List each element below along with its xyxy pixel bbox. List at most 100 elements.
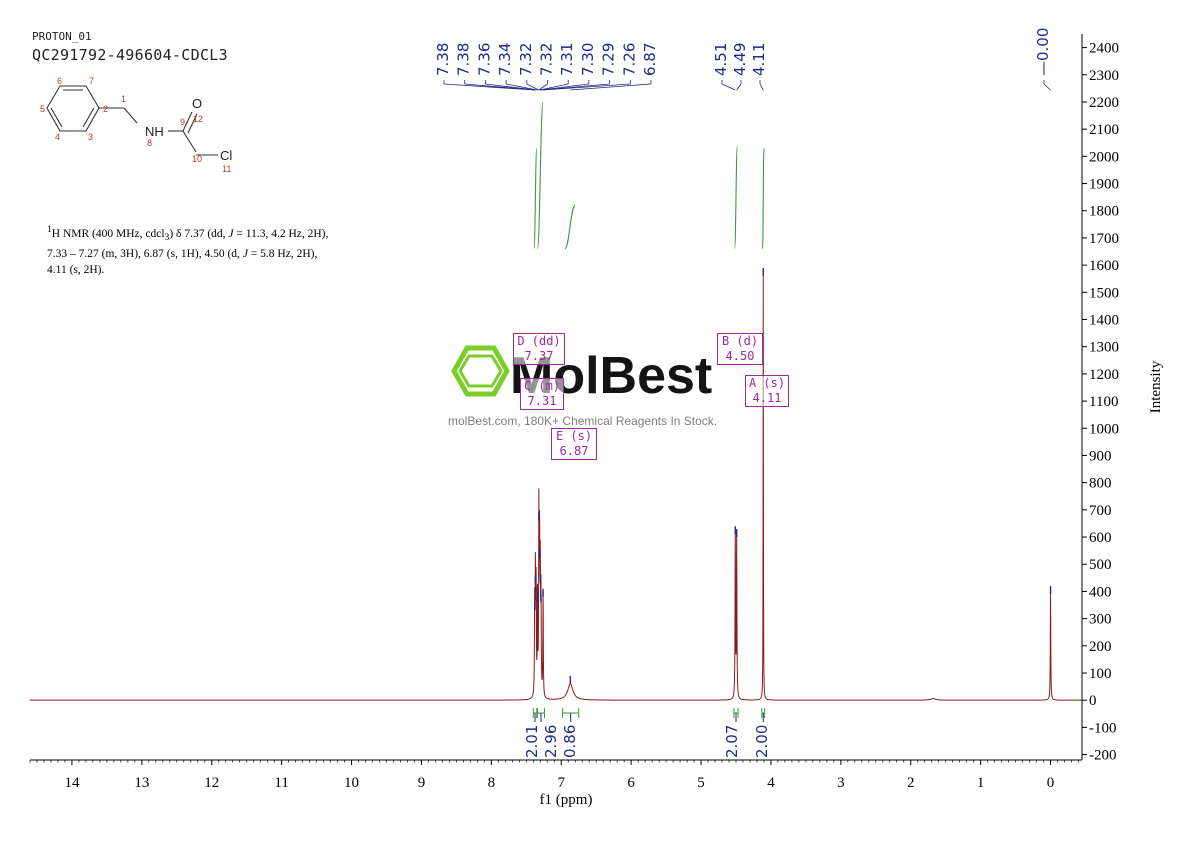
molecule-structure: 1 2 3 4 5 6 7 8 9 10 11 12 NH O Cl <box>40 76 232 174</box>
peak-label-leader <box>759 83 764 91</box>
integral-curve <box>536 101 544 250</box>
bond-c1-n8 <box>123 107 138 124</box>
y-tick-label: 1200 <box>1089 367 1119 383</box>
multiplet-box-a: A (s) 4.11 <box>745 375 789 407</box>
x-tick-label: 14 <box>64 775 80 791</box>
peak-label: 7.34 <box>496 43 514 76</box>
y-tick-label: 700 <box>1089 503 1112 519</box>
peak-label: 7.32 <box>517 43 535 76</box>
multiplet-value: 7.31 <box>527 394 557 408</box>
logo-ring-icon <box>458 354 503 388</box>
peak-label-leader <box>736 83 742 91</box>
integral-value: 0.86 <box>561 725 579 758</box>
integral-value: 2.00 <box>753 725 771 758</box>
nmr-j1: J <box>228 227 234 240</box>
peak-label: 7.36 <box>475 43 493 76</box>
multiplet-label: E (s) <box>555 429 593 443</box>
atom-nh: NH <box>145 124 164 139</box>
y-tick-label: 900 <box>1089 448 1112 464</box>
peak-label-leader <box>485 83 537 91</box>
nmr-line1-a: H NMR (400 MHz, cdcl <box>51 227 165 240</box>
y-tick-label: 1600 <box>1089 258 1119 274</box>
peak-label-leader <box>526 83 540 91</box>
y-tick-label: 1400 <box>1089 313 1119 329</box>
y-tick-label: 800 <box>1089 476 1112 492</box>
x-tick-label: 3 <box>837 775 845 791</box>
atom-cl: Cl <box>220 148 232 163</box>
multiplet-value: 4.50 <box>725 349 755 363</box>
atom-number-1: 1 <box>121 94 126 104</box>
integral-curve <box>533 147 538 250</box>
multiplet-box-d: D (dd) 7.37 <box>513 333 565 365</box>
multiplet-label: C (m) <box>523 379 561 393</box>
y-tick-label: 2100 <box>1089 122 1119 138</box>
x-tick-label: 10 <box>344 775 359 791</box>
peak-label-leader <box>1043 83 1051 91</box>
x-tick-label: 11 <box>274 775 288 791</box>
atom-number-9: 9 <box>180 117 185 127</box>
nmr-line3: 4.11 (s, 2H). <box>47 264 105 277</box>
logo-hexagon-icon <box>451 345 510 397</box>
y-tick-label: 2000 <box>1089 149 1119 165</box>
x-axis-label: f1 (ppm) <box>540 792 593 808</box>
peak-label: 7.26 <box>620 43 638 76</box>
peak-label: 4.51 <box>712 43 730 76</box>
peak-label: 7.38 <box>434 43 452 76</box>
peak-label-leader <box>543 83 631 91</box>
integral-value: 2.01 <box>523 725 541 758</box>
peak-label: 7.31 <box>558 43 576 76</box>
peak-label-leader <box>539 83 569 91</box>
integral-curve <box>734 144 738 250</box>
nmr-sub: 3 <box>164 232 170 244</box>
nmr-line2-a: 7.33 – 7.27 (m, 3H), 6.87 (s, 1H), 4.50 … <box>47 248 243 261</box>
y-tick-label: 1800 <box>1089 204 1119 220</box>
sample-id: QC291792-496604-CDCL3 <box>32 46 228 64</box>
multiplet-label: A (s) <box>748 376 786 390</box>
peak-label-leader <box>464 83 535 91</box>
aromatic-double-bond <box>50 107 63 128</box>
nmr-line2-b: = 5.8 Hz, 2H), <box>247 248 318 261</box>
y-tick-label: 1700 <box>1089 231 1119 247</box>
peak-label: 7.29 <box>600 43 618 76</box>
multiplet-label: B (d) <box>721 334 759 348</box>
x-tick-label: 5 <box>697 775 705 791</box>
peak-label: 4.11 <box>750 43 768 76</box>
experiment-name: PROTON_01 <box>32 30 92 43</box>
aromatic-double-bond <box>82 107 95 128</box>
x-tick-label: 12 <box>204 775 219 791</box>
y-tick-label: 1000 <box>1089 421 1119 437</box>
y-tick-label: 2300 <box>1089 68 1119 84</box>
multiplet-box-b: B (d) 4.50 <box>717 333 763 365</box>
atom-number-3: 3 <box>88 132 93 142</box>
x-tick-label: 7 <box>557 775 565 791</box>
nmr-line1-c: = 11.3, 4.2 Hz, 2H), <box>233 227 329 240</box>
y-tick-label: 1500 <box>1089 285 1119 301</box>
x-tick-label: 4 <box>767 775 775 791</box>
x-tick-label: 9 <box>418 775 426 791</box>
multiplet-value: 7.37 <box>524 349 554 363</box>
y-tick-label: 100 <box>1089 666 1112 682</box>
atom-number-5: 5 <box>40 104 45 114</box>
y-tick-label: 400 <box>1089 584 1112 600</box>
molbest-logo: MolBest <box>451 345 712 405</box>
peak-label-leader <box>570 83 652 91</box>
atom-number-7: 7 <box>89 76 94 86</box>
bond-c9-c10 <box>182 130 197 153</box>
y-axis-label: Intensity <box>1148 360 1164 413</box>
y-tick-label: 200 <box>1089 639 1112 655</box>
x-tick-label: 13 <box>134 775 149 791</box>
spectrum-line <box>30 275 1082 701</box>
peak-label-leader <box>721 83 736 91</box>
peak-label: 4.49 <box>731 43 749 76</box>
y-tick-label: -200 <box>1089 748 1117 764</box>
atom-number-11: 11 <box>222 164 231 174</box>
peak-label-leader <box>538 83 548 91</box>
nmr-line1-b: ) δ 7.37 (dd, <box>169 227 229 240</box>
y-tick-label: -100 <box>1089 720 1117 736</box>
multiplet-box-c: C (m) 7.31 <box>520 378 564 410</box>
x-tick-label: 8 <box>488 775 496 791</box>
multiplet-value: 6.87 <box>559 444 589 458</box>
x-tick-label: 6 <box>627 775 635 791</box>
watermark-subtitle: molBest.com, 180K+ Chemical Reagents In … <box>448 414 718 428</box>
